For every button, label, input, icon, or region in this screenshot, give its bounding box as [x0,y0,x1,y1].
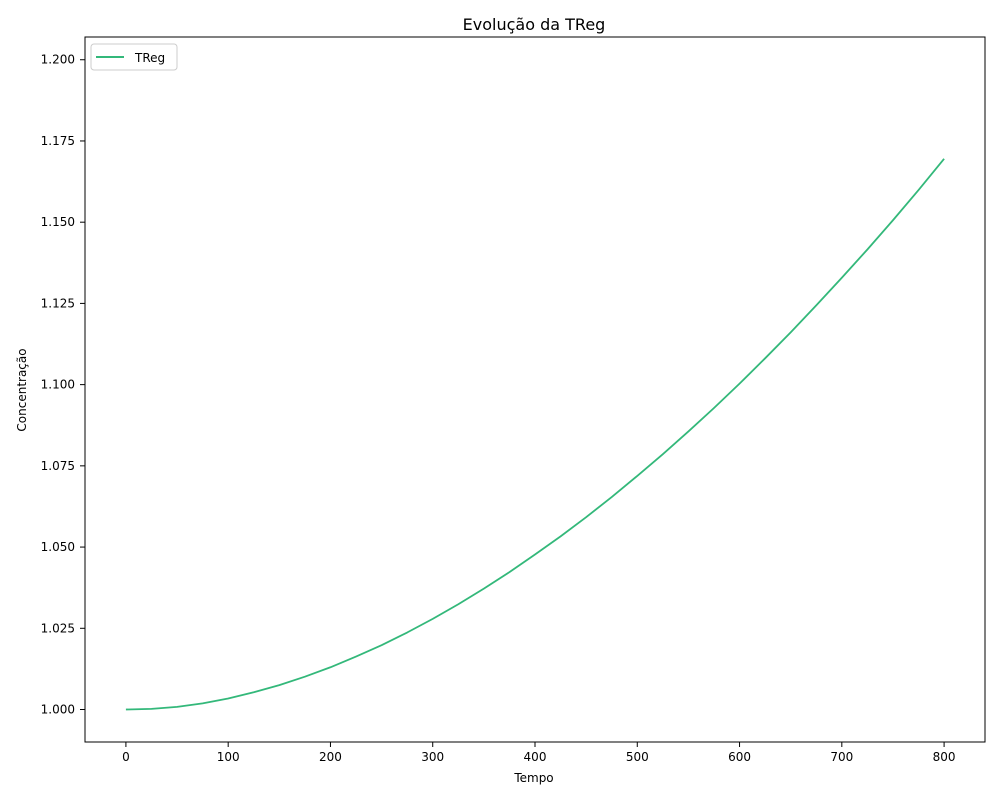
x-tick-label: 700 [830,750,853,764]
x-tick-label: 800 [933,750,956,764]
legend-box [90,43,178,71]
x-tick-label: 400 [524,750,547,764]
x-tick-label: 200 [319,750,342,764]
y-tick-label: 1.125 [41,296,75,310]
y-tick-label: 1.075 [41,459,75,473]
y-tick-label: 1.100 [41,378,75,392]
y-tick-label: 1.150 [41,215,75,229]
y-axis-label: Concentração [15,348,29,431]
x-tick-label: 0 [122,750,130,764]
x-tick-label: 600 [728,750,751,764]
chart-title: Evolução da TReg [463,15,606,34]
y-axis: 1.000 1.025 1.050 1.075 1.100 1.125 1.150 1.175… [41,53,85,717]
legend: TReg [90,43,178,71]
y-tick-label: 1.025 [41,621,75,635]
x-tick-label: 300 [421,750,444,764]
series-line-treg [125,158,945,711]
y-tick-label: 1.000 [41,703,75,717]
x-axis: 0 100 200 300 400 500 600 700 800 [122,742,956,764]
x-tick-label: 500 [626,750,649,764]
series-layer [125,158,945,711]
legend-label: TReg [134,51,165,65]
x-tick-label: 100 [217,750,240,764]
plot-area [84,36,986,743]
x-axis-label: Tempo [513,771,553,785]
y-tick-label: 1.175 [41,134,75,148]
y-tick-label: 1.200 [41,53,75,67]
y-tick-label: 1.050 [41,540,75,554]
